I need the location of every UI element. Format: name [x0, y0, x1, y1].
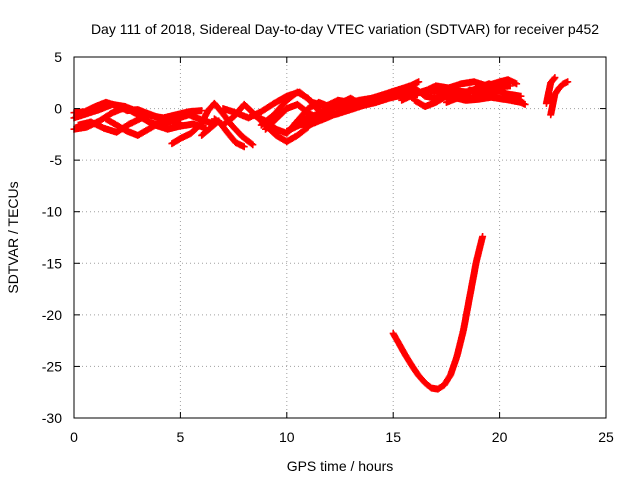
data-track — [547, 78, 572, 119]
x-tick-label: 25 — [598, 429, 614, 445]
data-points — [442, 86, 525, 106]
data-points — [547, 78, 572, 119]
x-tick-label: 0 — [70, 429, 78, 445]
y-tick-label: -30 — [42, 410, 62, 426]
data-track — [168, 99, 257, 149]
data-track — [542, 74, 559, 107]
data-track — [300, 89, 418, 131]
x-tick-label: 20 — [492, 429, 508, 445]
data-points — [102, 115, 163, 139]
data-track — [102, 115, 163, 139]
data-points — [542, 74, 559, 107]
y-axis-label: SDTVAR / TECUs — [5, 181, 21, 293]
x-tick-label: 10 — [279, 429, 295, 445]
y-tick-label: 0 — [54, 101, 62, 117]
data-track — [257, 88, 329, 129]
plot-frame — [73, 56, 607, 419]
data-track — [442, 86, 525, 106]
x-tick-label: 15 — [385, 429, 401, 445]
grid — [74, 57, 606, 418]
data-points — [300, 89, 418, 131]
y-tick-label: 5 — [54, 49, 62, 65]
y-tick-label: -25 — [42, 358, 62, 374]
y-tick-label: -20 — [42, 307, 62, 323]
data-track — [389, 233, 487, 393]
data-points — [168, 99, 257, 149]
data-points — [389, 233, 487, 393]
y-tick-label: -15 — [42, 255, 62, 271]
data-points — [257, 88, 329, 129]
y-tick-label: -5 — [50, 152, 63, 168]
y-tick-label: -10 — [42, 204, 62, 220]
x-tick-label: 5 — [177, 429, 185, 445]
data-layer — [70, 74, 572, 393]
x-axis-label: GPS time / hours — [287, 458, 394, 474]
chart-title: Day 111 of 2018, Sidereal Day-to-day VTE… — [91, 21, 599, 37]
ticks: 0 5 10 15 20 25 -30 -25 -20 -15 -10 -5 0 5 — [42, 49, 614, 445]
